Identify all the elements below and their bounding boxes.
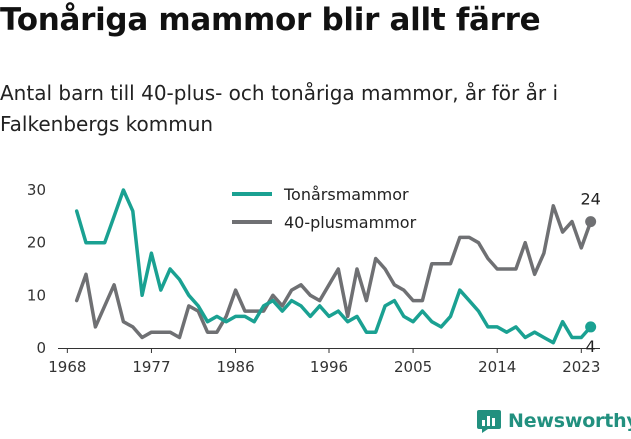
x-tick-label: 1968 xyxy=(48,358,86,376)
legend-label: 40-plusmammor xyxy=(284,213,417,232)
x-tick-label: 2005 xyxy=(394,358,432,376)
series-line-1 xyxy=(74,204,593,340)
y-tick-label: 0 xyxy=(36,339,46,357)
x-tick-label: 2023 xyxy=(562,358,600,376)
series-end-point xyxy=(585,321,597,333)
series-end-point xyxy=(585,216,597,228)
brand-logo: Newsworthy xyxy=(476,408,631,434)
y-tick-label: 10 xyxy=(27,286,46,304)
bar-chart-icon xyxy=(477,410,501,433)
chart-subtitle: Antal barn till 40-plus- och tonåriga ma… xyxy=(0,81,559,136)
series-layer: 24 4 xyxy=(74,188,601,356)
y-tick-label: 30 xyxy=(27,181,46,199)
legend: Tonårsmammor 40-plusmammor xyxy=(232,185,417,232)
x-tick-label: 1996 xyxy=(310,358,348,376)
y-tick-label: 20 xyxy=(27,234,46,252)
series-line-0 xyxy=(74,188,593,345)
axes: 0 10 20 30 1968 1977 1986 1996 2005 2014 2023 xyxy=(27,181,600,376)
x-tick-label: 1977 xyxy=(132,358,170,376)
end-value-label: 24 xyxy=(580,190,600,209)
legend-label: Tonårsmammor xyxy=(283,185,409,204)
x-tick-label: 2014 xyxy=(478,358,516,376)
chart-title: Tonåriga mammor blir allt färre xyxy=(0,2,541,38)
end-value-label: 4 xyxy=(586,337,596,356)
brand-name: Newsworthy xyxy=(508,410,631,432)
x-tick-label: 1986 xyxy=(216,358,254,376)
